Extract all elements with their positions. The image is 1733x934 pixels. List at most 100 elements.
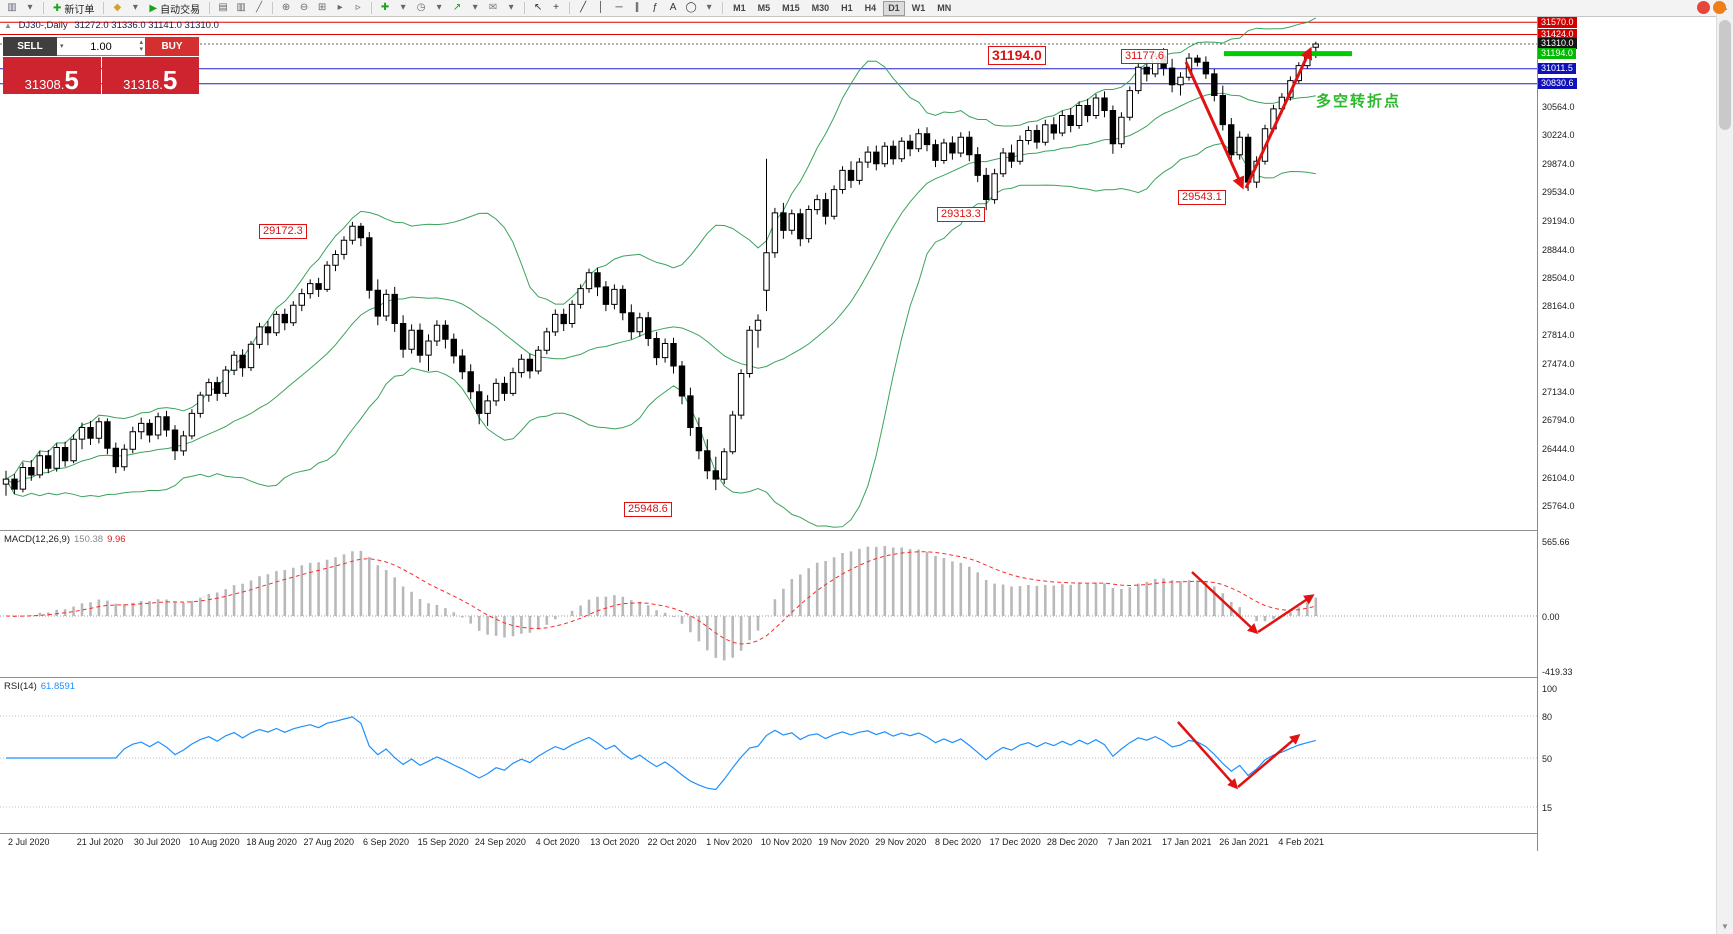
price-annotation[interactable]: 31177.6 bbox=[1121, 49, 1168, 65]
indicators-icon[interactable]: ✚ bbox=[380, 2, 390, 13]
volume-value: 1.00 bbox=[90, 40, 112, 53]
macd-pane bbox=[0, 546, 1537, 661]
zoom-in-icon[interactable]: ⊕ bbox=[281, 2, 291, 13]
trend-arrow[interactable] bbox=[1184, 61, 1245, 190]
chart-shift-icon[interactable]: ▹ bbox=[355, 2, 361, 13]
periods-caret-icon[interactable]: ▾ bbox=[436, 2, 442, 13]
arrows-shapes-icon[interactable]: ◯ bbox=[685, 2, 697, 13]
chart-area[interactable]: ▲ DJ30-,Daily 31272.0 31336.0 31141.0 31… bbox=[0, 17, 1537, 833]
fibonacci-icon[interactable]: ƒ bbox=[652, 2, 658, 13]
price-tick: 28844.0 bbox=[1542, 244, 1575, 255]
chart-window-icon[interactable]: ▥ bbox=[7, 2, 17, 13]
mailbox-icon[interactable]: ✉ bbox=[488, 2, 498, 13]
volume-dropdown-caret-icon[interactable]: ▾ bbox=[60, 43, 64, 50]
status-icon-red[interactable] bbox=[1697, 1, 1710, 14]
turning-point-note[interactable]: 多空转折点 bbox=[1316, 93, 1402, 110]
time-label: 17 Jan 2021 bbox=[1162, 837, 1212, 847]
indicators-caret-icon[interactable]: ▾ bbox=[400, 2, 406, 13]
price-annotation[interactable]: 29313.3 bbox=[937, 207, 985, 223]
chart-canvas[interactable] bbox=[0, 17, 1537, 833]
time-axis[interactable]: 2 Jul 2020 21 Jul 2020 30 Jul 2020 10 Aug 2… bbox=[0, 833, 1537, 851]
trend-arrow[interactable] bbox=[1244, 46, 1313, 189]
templates-icon[interactable]: ↗ bbox=[452, 2, 462, 13]
time-label: 30 Jul 2020 bbox=[133, 837, 181, 847]
macd-label: MACD(12,26,9) 150.38 9.96 bbox=[4, 534, 126, 545]
price-annotation[interactable]: 31194.0 bbox=[988, 46, 1046, 65]
trend-arrow[interactable] bbox=[1237, 733, 1301, 788]
timeframe-m1[interactable]: M1 bbox=[733, 2, 746, 13]
time-label: 1 Nov 2020 bbox=[706, 837, 753, 847]
price-annotation[interactable]: 29172.3 bbox=[259, 224, 307, 240]
ea-dropdown-caret-icon[interactable]: ▾ bbox=[132, 2, 138, 13]
text-label-icon[interactable]: A bbox=[669, 2, 677, 13]
price-badge: 31194.0 bbox=[1538, 48, 1576, 60]
zoom-out-icon[interactable]: ⊖ bbox=[299, 2, 309, 13]
scrollbar: ▲ ▼ bbox=[1716, 0, 1733, 934]
buy-button[interactable]: BUY bbox=[145, 37, 199, 56]
volume-decrease-button[interactable]: ▾ bbox=[139, 46, 143, 53]
one-click-collapse-arrow[interactable]: ▲ bbox=[4, 21, 12, 30]
horizontal-line-icon[interactable]: ─ bbox=[615, 2, 623, 13]
mailbox-caret-icon[interactable]: ▾ bbox=[508, 2, 514, 13]
chart-bars-icon[interactable]: ▤ bbox=[218, 2, 228, 13]
templates-caret-icon[interactable]: ▾ bbox=[472, 2, 478, 13]
price-badge: 31310.0 bbox=[1538, 38, 1577, 50]
price-tick: 27474.0 bbox=[1542, 358, 1575, 369]
trend-arrow[interactable] bbox=[1257, 594, 1315, 634]
expert-advisors-icon[interactable]: ◆ bbox=[113, 2, 122, 13]
toolbar-separator bbox=[524, 2, 526, 14]
sell-button[interactable]: SELL bbox=[3, 37, 57, 56]
price-badge: 31424.0 bbox=[1538, 28, 1577, 40]
status-icon-orange[interactable] bbox=[1713, 1, 1726, 14]
price-badge: 30830.6 bbox=[1538, 78, 1577, 90]
timeframe-m15[interactable]: M15 bbox=[782, 2, 800, 13]
price-tick: 30564.0 bbox=[1542, 101, 1575, 112]
trend-arrow[interactable] bbox=[1191, 571, 1259, 635]
chart-candlesticks-icon[interactable]: ▥ bbox=[236, 2, 246, 13]
timeframe-d1[interactable]: D1 bbox=[883, 0, 905, 16]
vertical-line-icon[interactable]: │ bbox=[597, 2, 605, 13]
timeframe-m5[interactable]: M5 bbox=[757, 2, 771, 13]
timeframe-w1[interactable]: W1 bbox=[911, 2, 926, 13]
toolbar-separator bbox=[272, 2, 274, 14]
scrollbar-thumb[interactable] bbox=[1719, 20, 1731, 130]
price-tick: 26444.0 bbox=[1542, 444, 1575, 455]
price-tick: 26794.0 bbox=[1542, 415, 1575, 426]
rsi-scale-tick: 80 bbox=[1542, 711, 1553, 722]
timeframe-h4[interactable]: H4 bbox=[864, 2, 877, 13]
shapes-caret-icon[interactable]: ▾ bbox=[706, 2, 712, 13]
chart-line-icon[interactable]: ╱ bbox=[256, 2, 263, 13]
timeframe-mn[interactable]: MN bbox=[937, 2, 952, 13]
rsi-scale-tick: 15 bbox=[1542, 802, 1553, 813]
auto-scroll-icon[interactable]: ▸ bbox=[337, 2, 343, 13]
price-annotation[interactable]: 29543.1 bbox=[1178, 190, 1226, 206]
volume-input[interactable]: ▾ 1.00 ▴ ▾ bbox=[57, 37, 145, 56]
sell-price-tile[interactable]: 31308. 5 bbox=[3, 57, 101, 94]
time-label: 7 Jan 2021 bbox=[1107, 837, 1152, 847]
trendline-icon[interactable]: ╱ bbox=[580, 2, 587, 13]
rsi-value: 61.8591 bbox=[40, 681, 76, 692]
chart-dropdown-caret-icon[interactable]: ▾ bbox=[27, 2, 33, 13]
tile-windows-icon[interactable]: ⊞ bbox=[317, 2, 327, 13]
scrollbar-down-arrow[interactable]: ▼ bbox=[1721, 922, 1729, 931]
auto-trading-button[interactable]: ▶ 自动交易 bbox=[144, 1, 205, 16]
equidistant-channel-icon[interactable]: ∥ bbox=[634, 2, 640, 13]
timeframe-m30[interactable]: M30 bbox=[811, 2, 830, 13]
toolbar-separator bbox=[103, 2, 105, 14]
timeframe-h1[interactable]: H1 bbox=[841, 2, 853, 13]
price-annotation[interactable]: 25948.6 bbox=[624, 502, 672, 518]
toolbar-separator bbox=[209, 2, 211, 14]
buy-price-tile[interactable]: 31318. 5 bbox=[101, 57, 199, 94]
price-tick: 29194.0 bbox=[1542, 215, 1575, 226]
crosshair-icon[interactable]: + bbox=[553, 2, 560, 13]
new-order-button[interactable]: ✚ 新订单 bbox=[48, 1, 99, 16]
volume-increase-button[interactable]: ▴ bbox=[139, 39, 143, 46]
cursor-icon[interactable]: ↖ bbox=[533, 2, 543, 13]
time-label: 22 Oct 2020 bbox=[647, 837, 697, 847]
price-axis[interactable]: 30564.0 30224.0 29874.0 29534.0 29194.0 28844… bbox=[1537, 16, 1716, 851]
trend-arrow[interactable] bbox=[1177, 721, 1239, 790]
periods-icon[interactable]: ◷ bbox=[416, 2, 426, 13]
price-tick: 26104.0 bbox=[1542, 472, 1575, 483]
buy-price-small: 31318. bbox=[123, 77, 163, 92]
